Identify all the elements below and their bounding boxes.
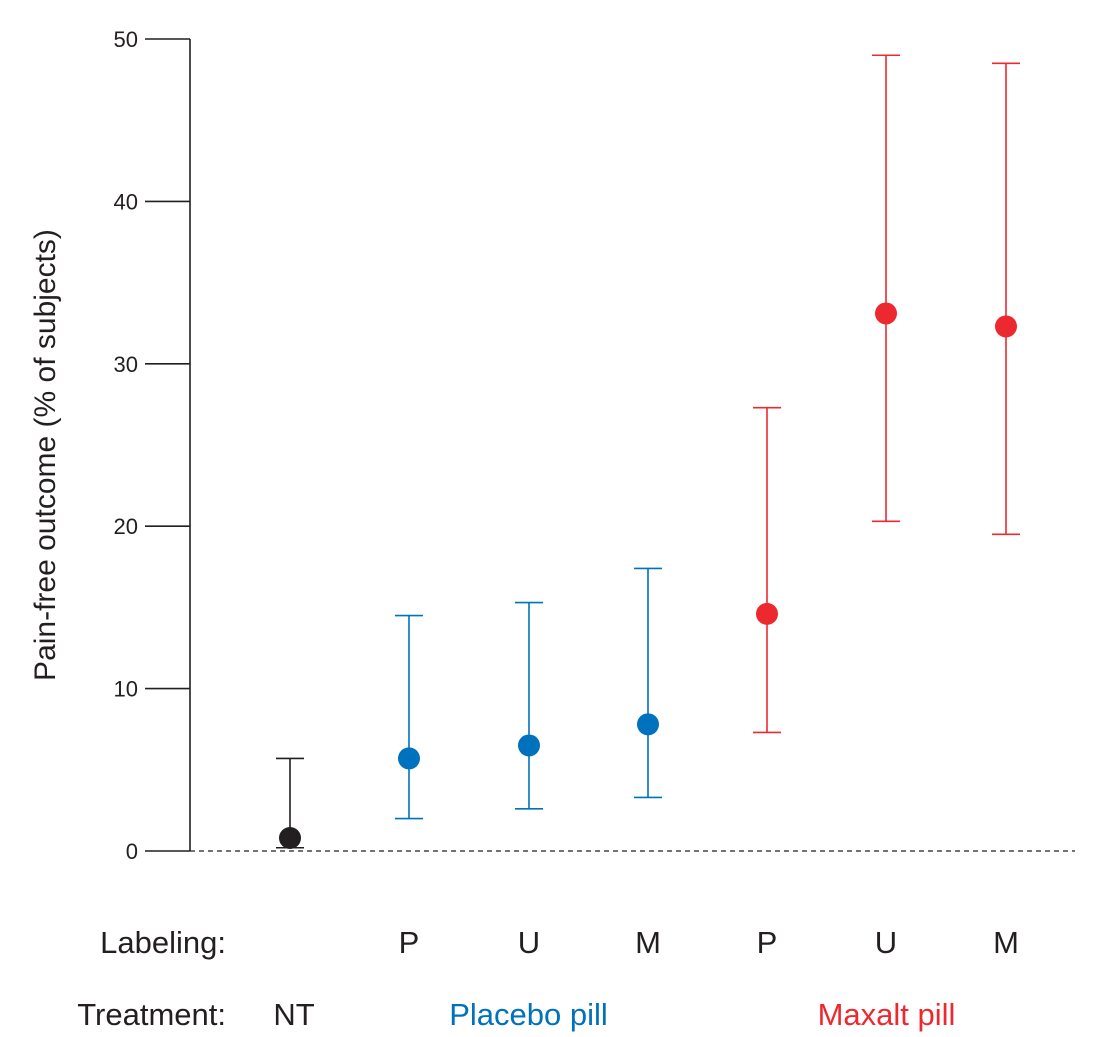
data-point-group — [276, 757, 304, 850]
treatment-label: Maxalt pill — [818, 997, 956, 1032]
y-tick-label: 50 — [114, 27, 138, 52]
y-tick-label: 30 — [114, 352, 138, 377]
category-labels: Labeling: Treatment: P U M P U M NT Placebo pil… — [77, 925, 1019, 1032]
data-point — [398, 747, 420, 770]
labeling-label: U — [518, 925, 540, 960]
treatment-label: NT — [273, 997, 314, 1032]
labeling-label: P — [399, 925, 420, 960]
data-points — [276, 54, 1020, 850]
data-point-group — [634, 567, 662, 799]
labeling-label: P — [757, 925, 778, 960]
labeling-label: M — [635, 925, 661, 960]
y-axis: 0 10 20 30 40 50 — [114, 27, 1075, 864]
data-point — [995, 315, 1017, 338]
data-point-group — [992, 62, 1020, 536]
data-point — [518, 734, 540, 757]
data-point-group — [753, 406, 781, 734]
labeling-row-label: Labeling: — [100, 925, 226, 960]
treatment-label: Placebo pill — [449, 997, 608, 1032]
data-point — [875, 302, 897, 325]
y-tick-label: 20 — [114, 514, 138, 539]
data-point-group — [515, 601, 543, 810]
y-tick-label: 0 — [126, 839, 138, 864]
y-tick-label: 10 — [114, 677, 138, 702]
treatment-row-label: Treatment: — [77, 997, 226, 1032]
data-point-group — [395, 614, 423, 820]
data-point — [279, 827, 301, 850]
y-axis-label: Pain-free outcome (% of subjects) — [29, 229, 62, 681]
labeling-label: U — [875, 925, 897, 960]
y-tick-label: 40 — [114, 189, 138, 214]
data-point — [637, 713, 659, 736]
labeling-label: M — [993, 925, 1019, 960]
data-point-group — [872, 54, 900, 523]
data-point — [756, 602, 778, 625]
